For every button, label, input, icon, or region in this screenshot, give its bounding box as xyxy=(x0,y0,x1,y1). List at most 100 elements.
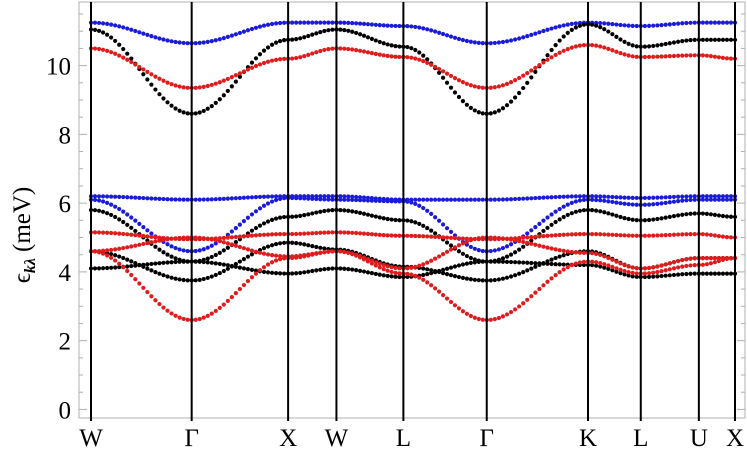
band-point xyxy=(161,260,166,265)
band-point xyxy=(704,53,709,58)
band-point xyxy=(225,76,230,82)
band-point xyxy=(185,111,190,116)
band-point xyxy=(448,229,454,234)
band-point xyxy=(310,32,315,37)
band-point xyxy=(96,266,102,271)
band-point xyxy=(598,260,603,266)
band-point xyxy=(646,44,652,49)
band-point xyxy=(409,219,414,224)
band-point xyxy=(565,265,570,270)
band-point xyxy=(433,64,438,69)
band-point xyxy=(213,272,218,278)
band-point xyxy=(440,235,446,240)
band-point xyxy=(421,59,426,64)
band-point xyxy=(165,38,170,43)
band-point xyxy=(361,21,367,26)
band-point xyxy=(537,286,542,292)
band-point xyxy=(302,254,307,259)
band-point xyxy=(521,235,526,240)
band-point xyxy=(577,43,583,48)
band-point xyxy=(452,245,458,250)
band-point xyxy=(659,263,664,268)
band-point xyxy=(716,197,722,202)
band-point xyxy=(310,211,315,216)
band-point xyxy=(125,57,130,62)
band-point xyxy=(622,52,627,57)
band-point xyxy=(521,269,526,275)
band-point xyxy=(177,235,182,241)
band-point xyxy=(655,233,660,238)
band-point xyxy=(610,257,615,262)
band-point xyxy=(121,265,126,270)
band-point xyxy=(692,256,697,261)
band-point xyxy=(357,32,363,37)
band-point xyxy=(537,195,542,200)
band-point xyxy=(606,211,611,216)
band-point xyxy=(614,232,619,238)
band-point xyxy=(589,259,595,264)
band-point xyxy=(684,194,689,199)
band-point xyxy=(350,197,355,203)
band-point xyxy=(221,78,226,83)
band-point xyxy=(109,265,114,270)
band-point xyxy=(417,221,422,226)
band-point xyxy=(354,21,359,26)
band-point xyxy=(197,277,202,282)
band-point xyxy=(326,20,331,25)
band-point xyxy=(549,233,554,238)
band-point xyxy=(253,56,259,61)
band-point xyxy=(606,194,611,199)
band-point xyxy=(724,214,730,219)
band-point xyxy=(137,281,142,286)
band-point xyxy=(429,211,434,216)
band-point xyxy=(561,262,566,267)
band-point xyxy=(294,20,299,25)
band-point xyxy=(553,209,558,214)
band-point xyxy=(385,268,390,273)
band-point xyxy=(161,237,166,243)
band-point xyxy=(676,272,681,277)
band-point xyxy=(389,43,394,48)
band-point xyxy=(545,195,550,200)
band-point xyxy=(342,194,347,199)
band-point xyxy=(181,316,186,322)
band-point xyxy=(680,39,685,44)
band-point xyxy=(413,47,418,53)
band-point xyxy=(728,56,734,61)
band-point xyxy=(330,230,335,235)
band-point xyxy=(517,235,522,241)
band-point xyxy=(448,73,454,79)
band-point xyxy=(429,268,434,273)
band-point xyxy=(704,232,709,237)
band-point xyxy=(133,195,138,200)
band-point xyxy=(109,251,114,257)
band-point xyxy=(671,199,677,204)
band-point xyxy=(513,238,518,243)
band-point xyxy=(712,233,718,238)
band-point xyxy=(350,29,355,34)
band-point xyxy=(193,248,198,254)
band-point xyxy=(492,235,497,240)
band-point xyxy=(553,273,558,278)
band-point xyxy=(290,271,295,276)
band-point xyxy=(634,54,639,59)
band-point xyxy=(185,197,190,202)
band-point xyxy=(452,303,458,308)
band-point xyxy=(622,39,627,44)
band-point xyxy=(525,71,530,76)
band-point xyxy=(626,269,631,275)
band-point xyxy=(700,271,705,276)
band-point xyxy=(129,27,134,32)
band-point xyxy=(508,310,514,315)
band-point xyxy=(357,210,363,215)
y-tick-label: 6 xyxy=(59,191,72,218)
band-point xyxy=(716,37,722,42)
band-point xyxy=(456,78,462,83)
band-point xyxy=(277,57,283,62)
band-point xyxy=(456,197,462,202)
band-point xyxy=(185,259,190,264)
band-point xyxy=(413,56,418,61)
band-point xyxy=(129,195,134,200)
band-point xyxy=(521,244,526,249)
band-point xyxy=(393,23,398,29)
